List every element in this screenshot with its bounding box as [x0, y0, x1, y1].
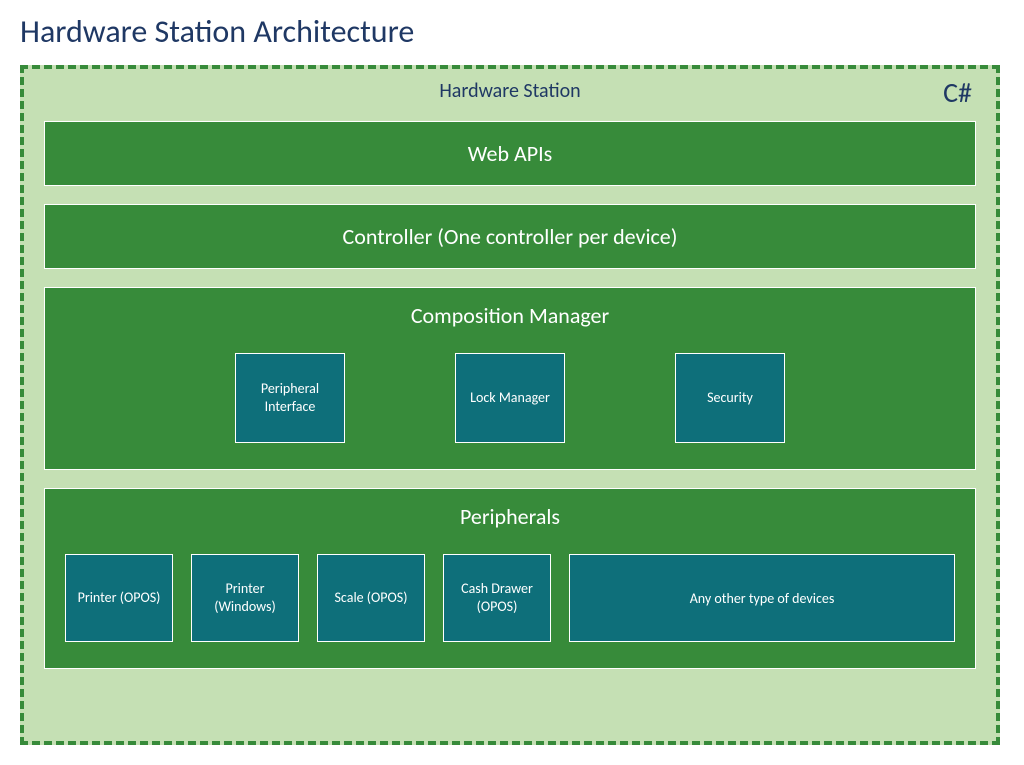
- scale-opos-box: Scale (OPOS): [317, 554, 425, 642]
- lock-manager-box: Lock Manager: [455, 353, 565, 443]
- peripherals-title: Peripherals: [65, 503, 955, 530]
- cash-drawer-opos-box: Cash Drawer (OPOS): [443, 554, 551, 642]
- controller-bar: Controller (One controller per device): [44, 204, 976, 269]
- container-label: Hardware Station: [24, 79, 996, 103]
- other-devices-box: Any other type of devices: [569, 554, 955, 642]
- printer-windows-box: Printer (Windows): [191, 554, 299, 642]
- language-label: C#: [943, 75, 972, 110]
- composition-title: Composition Manager: [65, 302, 955, 329]
- peripheral-interface-box: Peripheral Interface: [235, 353, 345, 443]
- peripherals-section: Peripherals Printer (OPOS) Printer (Wind…: [44, 488, 976, 669]
- web-apis-bar: Web APIs: [44, 121, 976, 186]
- security-box: Security: [675, 353, 785, 443]
- page-title: Hardware Station Architecture: [20, 12, 1004, 51]
- hardware-station-container: Hardware Station C# Web APIs Controller …: [20, 65, 1000, 745]
- composition-manager-section: Composition Manager Peripheral Interface…: [44, 287, 976, 470]
- printer-opos-box: Printer (OPOS): [65, 554, 173, 642]
